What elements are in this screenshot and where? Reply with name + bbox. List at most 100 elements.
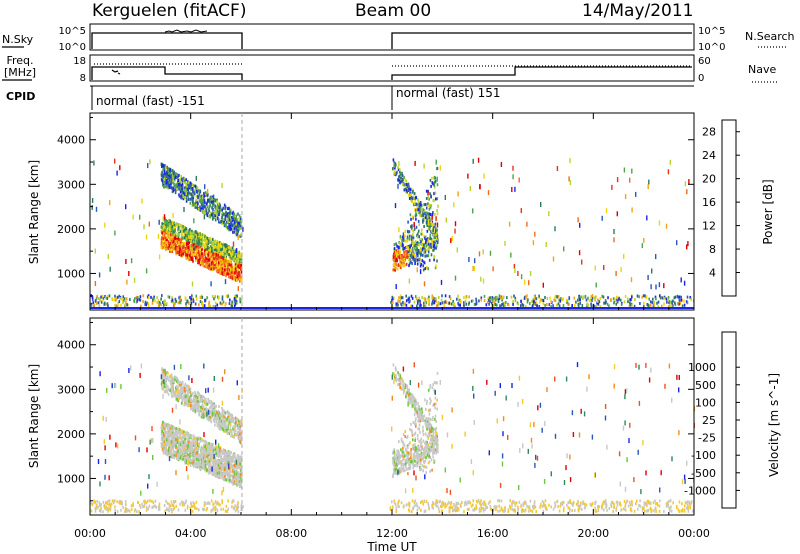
echo-cell — [134, 297, 136, 301]
echo-cell — [232, 482, 234, 485]
echo-cell — [157, 233, 160, 239]
echo-cell — [395, 266, 397, 270]
echo-cell — [410, 217, 412, 221]
echo-cell — [203, 192, 205, 196]
echo-cell — [213, 252, 216, 256]
echo-cell — [510, 252, 512, 258]
echo-cell — [234, 300, 236, 304]
echo-cell — [440, 298, 443, 302]
echo-cell — [204, 243, 207, 247]
echo-cell — [517, 271, 519, 276]
echo-cell — [680, 298, 682, 302]
echo-cell — [161, 239, 163, 243]
echo-cell — [208, 239, 211, 243]
echo-cell — [174, 435, 176, 439]
echo-cell — [156, 296, 158, 300]
echo-cell — [410, 243, 412, 247]
echo-cell — [201, 464, 203, 468]
echo-cell — [214, 210, 216, 214]
echo-cell — [410, 187, 413, 191]
echo-cell — [431, 302, 433, 306]
echo-cell — [475, 299, 478, 303]
echo-cell — [178, 296, 180, 300]
echo-cell — [198, 260, 201, 264]
echo-cell — [176, 438, 178, 442]
echo-cell — [189, 231, 192, 235]
echo-cell — [657, 300, 660, 304]
echo-cell — [194, 243, 197, 247]
echo-cell — [233, 212, 236, 216]
echo-cell — [181, 442, 183, 446]
echo-cell — [221, 270, 223, 273]
echo-cell — [615, 271, 617, 276]
echo-cell — [204, 299, 206, 303]
echo-cell — [425, 244, 428, 248]
echo-cell — [105, 296, 107, 300]
echo-cell — [603, 265, 605, 270]
echo-cell — [415, 212, 417, 216]
echo-cell — [207, 451, 210, 455]
echo-cell — [428, 212, 431, 216]
echo-cell — [430, 184, 432, 188]
echo-cell — [548, 211, 550, 217]
echo-cell — [415, 217, 417, 221]
echo-cell — [197, 189, 200, 192]
echo-cell — [192, 230, 195, 234]
echo-cell — [176, 251, 179, 255]
echo-cell — [521, 303, 524, 307]
echo-cell — [678, 302, 680, 306]
echo-cell — [223, 249, 226, 253]
echo-cell — [404, 249, 407, 253]
echo-cell — [160, 174, 163, 177]
echo-cell — [191, 438, 193, 442]
echo-cell — [587, 296, 589, 300]
echo-cell — [182, 432, 184, 436]
echo-cell — [231, 211, 234, 215]
echo-cell — [436, 222, 439, 228]
echo-cell — [222, 206, 225, 210]
echo-cell — [658, 220, 661, 226]
echo-cell — [510, 295, 513, 299]
echo-cell — [398, 179, 401, 183]
echo-cell — [218, 465, 220, 469]
echo-cell — [240, 257, 243, 261]
echo-cell — [399, 180, 402, 184]
echo-cell — [431, 240, 433, 245]
echo-cell — [432, 198, 435, 202]
echo-cell — [177, 235, 179, 238]
echo-cell — [184, 461, 186, 465]
echo-cell — [201, 233, 204, 237]
echo-cell — [423, 234, 425, 238]
echo-cell — [399, 176, 402, 180]
echo-cell — [179, 190, 182, 194]
echo-cell — [424, 247, 426, 251]
echo-cell — [173, 228, 176, 231]
echo-cell — [227, 472, 229, 475]
echo-cell — [234, 302, 237, 306]
echo-cell — [212, 252, 215, 256]
echo-cell — [166, 230, 168, 233]
echo-cell — [428, 216, 431, 220]
echo-cell — [184, 241, 186, 245]
echo-cell — [199, 300, 202, 304]
echo-cell — [424, 211, 426, 215]
echo-cell — [538, 294, 540, 298]
echo-cell — [397, 168, 400, 172]
echo-cell — [193, 453, 195, 456]
echo-cell — [221, 213, 224, 217]
echo-cell — [160, 438, 163, 441]
echo-cell — [237, 480, 239, 484]
echo-cell — [216, 198, 218, 202]
echo-cell — [167, 176, 169, 180]
echo-cell — [394, 256, 396, 260]
echo-cell — [170, 222, 172, 226]
echo-cell — [183, 207, 185, 212]
echo-cell — [187, 187, 189, 191]
echo-cell — [401, 243, 404, 247]
echo-cell — [418, 223, 421, 227]
echo-cell — [397, 245, 400, 249]
echo-cell — [237, 286, 239, 292]
echo-cell — [125, 259, 127, 264]
echo-cell — [550, 305, 552, 309]
echo-cell — [214, 239, 217, 243]
